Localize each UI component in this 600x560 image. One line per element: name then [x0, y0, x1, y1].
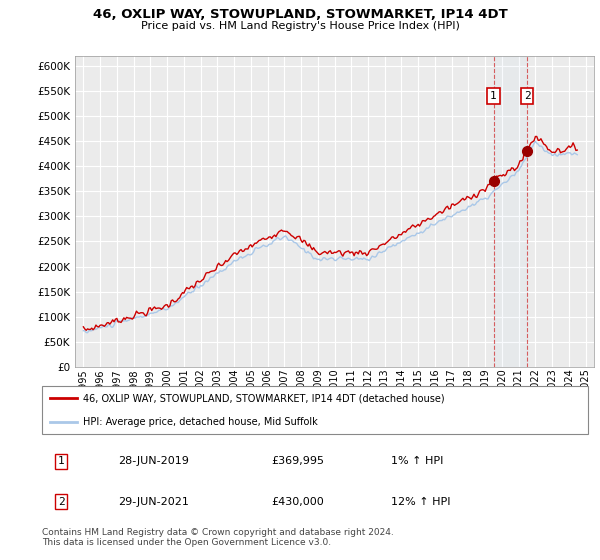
Text: HPI: Average price, detached house, Mid Suffolk: HPI: Average price, detached house, Mid … — [83, 417, 318, 427]
Text: 2: 2 — [58, 497, 64, 507]
Text: 2: 2 — [524, 91, 530, 101]
FancyBboxPatch shape — [42, 386, 588, 434]
Text: 1% ↑ HPI: 1% ↑ HPI — [391, 456, 444, 466]
Bar — [494, 56, 527, 367]
Text: £430,000: £430,000 — [271, 497, 324, 507]
Text: Contains HM Land Registry data © Crown copyright and database right 2024.
This d: Contains HM Land Registry data © Crown c… — [42, 528, 394, 547]
Text: 46, OXLIP WAY, STOWUPLAND, STOWMARKET, IP14 4DT: 46, OXLIP WAY, STOWUPLAND, STOWMARKET, I… — [92, 8, 508, 21]
Text: £369,995: £369,995 — [271, 456, 325, 466]
Text: Price paid vs. HM Land Registry's House Price Index (HPI): Price paid vs. HM Land Registry's House … — [140, 21, 460, 31]
Text: 28-JUN-2019: 28-JUN-2019 — [118, 456, 190, 466]
Text: 1: 1 — [58, 456, 64, 466]
Text: 46, OXLIP WAY, STOWUPLAND, STOWMARKET, IP14 4DT (detached house): 46, OXLIP WAY, STOWUPLAND, STOWMARKET, I… — [83, 393, 445, 403]
Text: 12% ↑ HPI: 12% ↑ HPI — [391, 497, 451, 507]
Text: 29-JUN-2021: 29-JUN-2021 — [118, 497, 190, 507]
Text: 1: 1 — [490, 91, 497, 101]
